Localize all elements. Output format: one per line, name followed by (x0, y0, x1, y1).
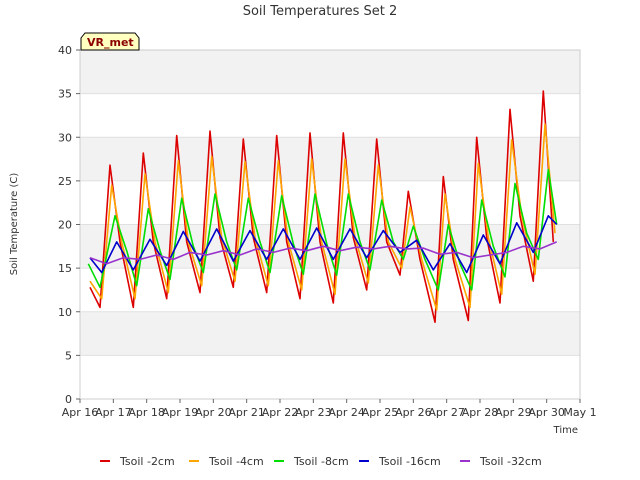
x-tick-label: Apr 24 (328, 406, 365, 419)
series-layer (87, 90, 558, 323)
y-tick-label: 15 (58, 262, 72, 275)
y-tick-label: 25 (58, 175, 72, 188)
y-axis-label: Soil Temperature (C) (9, 173, 20, 276)
legend-label: Tsoil -16cm (378, 455, 441, 468)
x-tick-label: Apr 25 (362, 406, 399, 419)
x-tick-label: Apr 28 (462, 406, 499, 419)
y-tick-label: 20 (58, 219, 72, 232)
series-line-3 (87, 168, 558, 291)
x-tick-label: Apr 20 (195, 406, 232, 419)
x-tick-label: Apr 17 (95, 406, 132, 419)
series-line-2 (89, 123, 556, 311)
chart-title: Soil Temperatures Set 2 (243, 4, 398, 19)
legend-label: Tsoil -2cm (119, 455, 175, 468)
badge-shape (80, 32, 140, 51)
grid-band (80, 311, 580, 356)
plot-area (79, 49, 581, 400)
vr-met-badge: VR_met (80, 32, 140, 51)
x-tick-label: Apr 30 (528, 406, 565, 419)
badge-label: VR_met (87, 36, 134, 49)
legend-label: Tsoil -32cm (479, 455, 542, 468)
grid-band (80, 355, 580, 399)
grid-band (80, 93, 580, 138)
x-tick-label: Apr 22 (262, 406, 299, 419)
x-tick-label: Apr 18 (128, 406, 165, 419)
legend: Tsoil -2cm Tsoil -4cm Tsoil -8cm Tsoil -16c… (100, 455, 542, 468)
legend-label: Tsoil -8cm (293, 455, 349, 468)
x-tick-label: Apr 21 (228, 406, 265, 419)
grid-band (80, 137, 580, 181)
x-tick-label: Apr 23 (295, 406, 332, 419)
grid-band (80, 180, 580, 225)
legend-label: Tsoil -4cm (208, 455, 264, 468)
y-tick-label: 5 (65, 349, 72, 362)
y-tick-label: 0 (65, 393, 72, 406)
x-tick-label: Apr 16 (62, 406, 99, 419)
series-line-1 (89, 90, 555, 323)
y-tick-label: 30 (58, 131, 72, 144)
y-tick-label: 40 (58, 44, 72, 57)
x-tick-label: Apr 29 (495, 406, 532, 419)
x-tick-label: Apr 19 (162, 406, 199, 419)
x-tick-label: May 1 (563, 406, 596, 419)
y-tick-label: 35 (58, 88, 72, 101)
x-axis-label: Time (553, 425, 578, 436)
series-line-5 (89, 241, 558, 265)
y-tick-label: 10 (58, 306, 72, 319)
grid-band (80, 50, 580, 94)
x-tick-label: Apr 26 (395, 406, 432, 419)
x-tick-label: Apr 27 (428, 406, 465, 419)
series-line-4 (89, 215, 558, 274)
